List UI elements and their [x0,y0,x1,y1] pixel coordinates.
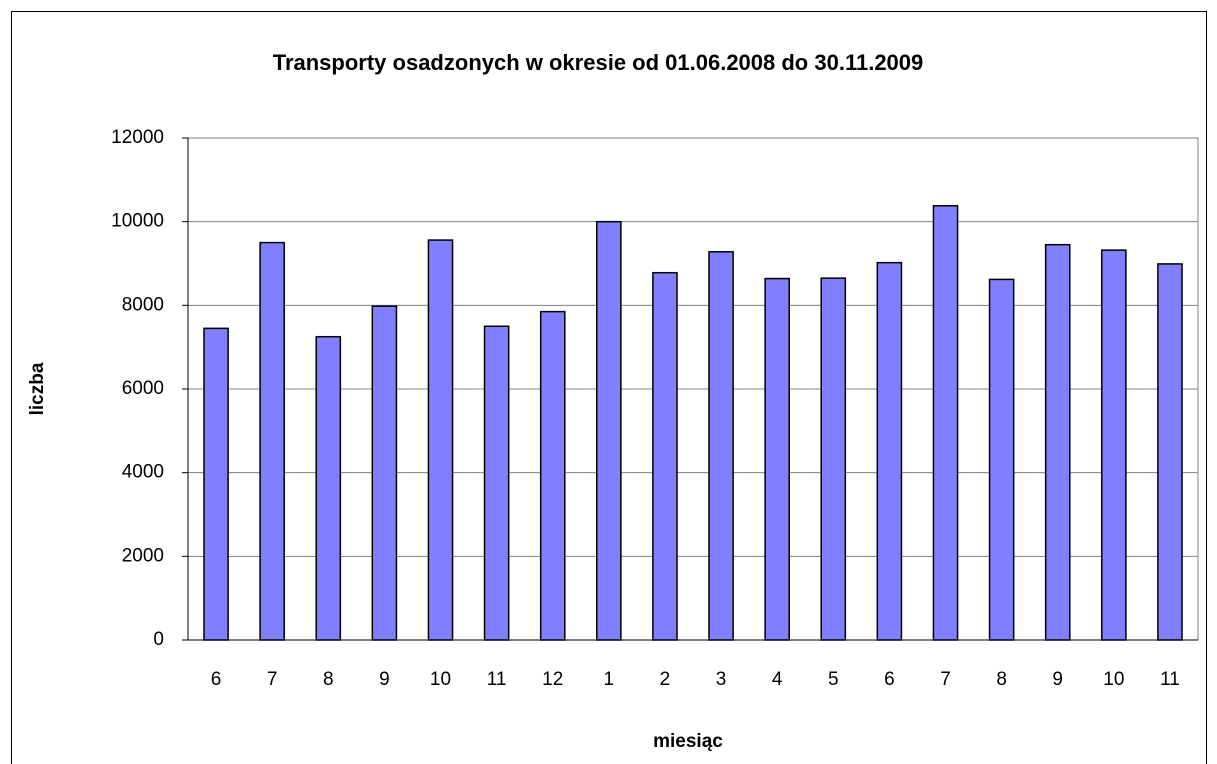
x-tick-label: 8 [323,669,334,690]
bar [820,277,847,641]
bar [764,277,790,641]
x-axis-label: miesiąc [653,731,723,752]
x-tick-label: 10 [430,669,451,690]
x-tick-label: 6 [211,669,222,690]
bar [427,239,454,641]
x-tick-label: 7 [267,669,278,690]
y-tick-label: 4000 [122,462,164,483]
y-tick-label: 6000 [122,378,164,399]
bar [371,305,398,641]
x-tick-label: 12 [542,669,563,690]
y-tick-label: 12000 [111,127,164,148]
x-tick-label: 4 [772,669,783,690]
x-tick-label: 6 [884,669,895,690]
y-tick-label: 0 [153,629,164,650]
bar [539,310,566,641]
bar [315,335,342,641]
x-tick-label: 2 [660,669,671,690]
bar [988,278,1015,641]
y-axis-label: liczba [27,362,48,415]
x-tick-label: 11 [487,669,507,690]
bar [652,271,678,641]
x-tick-label: 1 [604,669,615,690]
chart-title: Transporty osadzonych w okresie od 01.06… [273,50,924,75]
x-tick-label: 7 [940,669,951,690]
bar [259,241,285,641]
bar [203,327,229,641]
bar [932,205,959,641]
bar [1101,249,1127,641]
y-tick-label: 8000 [122,294,164,315]
x-tick-label: 9 [1052,669,1063,690]
x-tick-label: 11 [1160,669,1180,690]
x-tick-label: 3 [716,669,727,690]
x-tick-label: 5 [828,669,839,690]
bar [1157,263,1183,641]
x-tick-label: 9 [379,669,390,690]
y-tick-label: 2000 [122,545,164,566]
x-tick-label: 8 [996,669,1007,690]
y-tick-label: 10000 [111,211,164,232]
bar [876,261,903,641]
x-tick-label: 10 [1103,669,1124,690]
bar [483,325,510,641]
bar [1044,243,1071,641]
bar [708,251,734,641]
bar [596,220,622,641]
